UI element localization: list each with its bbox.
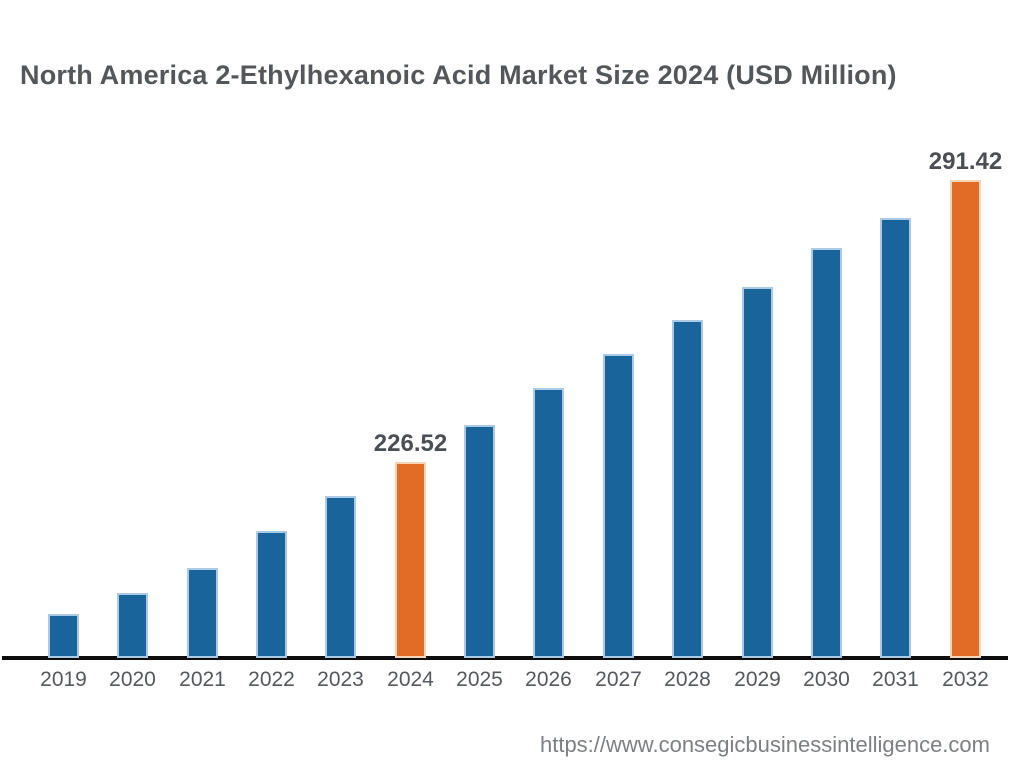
source-url: https://www.consegicbusinessintelligence… [539, 732, 990, 757]
bar-2026 [533, 388, 564, 658]
x-axis-line [2, 656, 1008, 660]
tick-label-2027: 2027 [595, 668, 642, 691]
bar-2024 [395, 462, 426, 658]
tick-label-2019: 2019 [40, 668, 87, 691]
tick-label-2032: 2032 [942, 668, 989, 691]
bar-2023 [325, 496, 356, 658]
tick-label-2024: 2024 [387, 668, 434, 691]
tick-label-2028: 2028 [664, 668, 711, 691]
bar-2021 [187, 568, 218, 658]
chart-title: North America 2-Ethylhexanoic Acid Marke… [20, 60, 897, 91]
tick-label-2031: 2031 [872, 668, 919, 691]
tick-label-2021: 2021 [179, 668, 226, 691]
bar-2019 [48, 614, 79, 658]
tick-label-2022: 2022 [248, 668, 295, 691]
bar-2031 [880, 218, 911, 658]
tick-label-2030: 2030 [803, 668, 850, 691]
bar-2030 [811, 248, 842, 658]
bar-2025 [464, 425, 495, 658]
tick-label-2020: 2020 [109, 668, 156, 691]
value-label-2024: 226.52 [373, 430, 448, 457]
value-label-2032: 291.42 [928, 148, 1003, 175]
tick-label-2026: 2026 [525, 668, 572, 691]
bar-2027 [603, 354, 634, 658]
bar-2022 [256, 531, 287, 658]
tick-label-2025: 2025 [456, 668, 503, 691]
bar-2028 [672, 320, 703, 658]
tick-label-2023: 2023 [317, 668, 364, 691]
bar-2029 [742, 287, 773, 658]
tick-label-2029: 2029 [734, 668, 781, 691]
bar-2032 [950, 180, 981, 658]
bar-2020 [117, 593, 148, 658]
